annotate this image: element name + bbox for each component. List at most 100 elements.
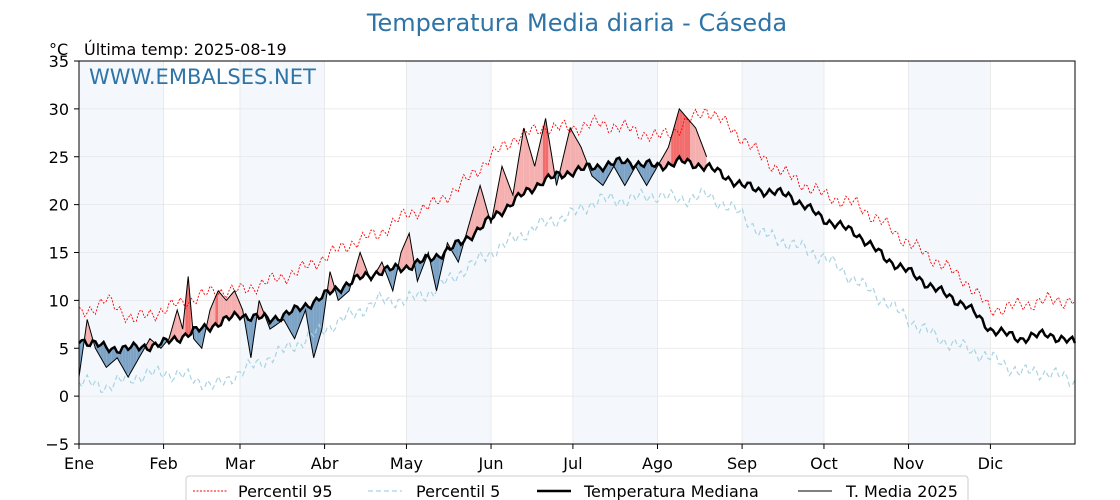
fill-above-median <box>673 118 677 167</box>
legend: Percentil 95 Percentil 5 Temperatura Med… <box>185 475 969 500</box>
fill-above-median <box>692 124 696 168</box>
fill-above-median <box>218 290 221 327</box>
fill-above-median <box>548 135 552 179</box>
fill-below-median <box>248 319 251 358</box>
fill-below-median <box>111 347 115 363</box>
y-tick-label: 30 <box>49 100 69 119</box>
fill-above-median <box>698 135 702 168</box>
fill-above-median <box>330 271 333 295</box>
fill-above-median <box>403 239 407 270</box>
fill-above-median <box>529 147 532 193</box>
fill-above-median <box>357 252 361 280</box>
fill-below-median <box>439 256 442 279</box>
fill-above-median <box>542 118 546 185</box>
unit-label: °C <box>49 40 68 59</box>
fill-above-median <box>515 161 519 197</box>
fill-above-median <box>215 290 219 327</box>
fill-above-median <box>226 297 230 320</box>
x-tick-label: Nov <box>893 454 924 473</box>
fill-above-median <box>684 115 688 164</box>
fill-below-median <box>79 340 82 377</box>
fill-above-median <box>695 128 699 168</box>
fill-below-median <box>316 297 320 349</box>
fill-above-median <box>171 319 175 340</box>
fill-below-median <box>321 290 325 330</box>
fill-below-median <box>597 164 601 184</box>
last-temp-label: Última temp: 2025-08-19 <box>84 40 287 59</box>
fill-above-median <box>504 173 508 211</box>
fill-above-median <box>234 290 238 316</box>
fill-above-median <box>223 297 227 318</box>
fill-below-median <box>250 314 254 358</box>
fill-below-median <box>646 159 650 186</box>
x-tick-label: Jul <box>562 454 582 473</box>
watermark: WWW.EMBALSES.NET <box>89 65 316 89</box>
legend-label-current: T. Media 2025 <box>845 482 958 500</box>
fill-below-median <box>130 342 134 373</box>
series-lines <box>78 107 1077 393</box>
legend-label-median: Temperatura Mediana <box>583 482 759 500</box>
fill-above-median <box>690 121 693 168</box>
x-tick-label: Ene <box>64 454 94 473</box>
fill-above-median <box>480 185 483 230</box>
fill-above-median <box>671 128 674 167</box>
x-tick-label: Sep <box>727 454 757 473</box>
fill-above-median <box>229 293 232 320</box>
fill-above-median <box>231 290 235 317</box>
fill-above-median <box>540 130 543 185</box>
fill-below-median <box>627 159 631 181</box>
series-line-median <box>78 154 1077 355</box>
series-line-p95 <box>78 108 1076 324</box>
fill-below-median <box>622 162 625 186</box>
fill-above-median <box>567 128 571 175</box>
fill-above-median <box>379 262 382 275</box>
x-tick-label: Ago <box>642 454 673 473</box>
fill-below-median <box>294 305 298 339</box>
fill-above-median <box>501 166 505 216</box>
fill-below-median <box>455 240 459 263</box>
fill-above-median <box>209 303 213 332</box>
fill-above-median <box>259 300 262 319</box>
y-tick-label: 15 <box>49 244 69 263</box>
fill-above-median <box>526 137 530 190</box>
x-tick-label: Jun <box>478 454 504 473</box>
fill-above-median <box>87 319 90 346</box>
y-axis: −5 0 5 10 15 20 25 30 35 <box>45 52 79 454</box>
fill-above-median <box>188 276 191 337</box>
x-tick-label: Oct <box>810 454 838 473</box>
fill-above-median <box>474 195 478 234</box>
y-tick-label: 0 <box>59 387 69 406</box>
fill-above-median <box>534 154 538 189</box>
fill-below-median <box>289 311 292 334</box>
fill-above-median <box>531 156 535 193</box>
fill-below-median <box>122 345 126 373</box>
x-tick-label: May <box>390 454 423 473</box>
fill-above-median <box>570 128 573 177</box>
y-tick-label: 25 <box>49 148 69 167</box>
fill-below-median <box>201 324 205 349</box>
y-tick-label: 5 <box>59 339 69 358</box>
fill-above-median <box>679 108 683 162</box>
fill-above-median <box>687 118 691 162</box>
fill-below-median <box>98 344 101 358</box>
fill-below-median <box>100 342 104 363</box>
fill-above-median <box>469 214 472 240</box>
fill-below-median <box>319 298 322 339</box>
fill-below-median <box>291 305 295 339</box>
fill-above-median <box>701 142 704 171</box>
y-tick-label: 35 <box>49 52 69 71</box>
y-tick-label: 20 <box>49 196 69 215</box>
fill-below-median <box>117 352 120 363</box>
fill-above-median <box>523 128 527 195</box>
fill-above-median <box>400 246 404 272</box>
legend-box <box>185 475 969 500</box>
fill-above-median <box>575 137 579 171</box>
fill-above-median <box>239 303 243 320</box>
fill-above-median <box>561 151 565 179</box>
fill-above-median <box>496 180 500 213</box>
fill-below-median <box>433 254 437 291</box>
fill-above-median <box>409 233 412 270</box>
x-tick-label: Mar <box>225 454 256 473</box>
fill-below-median <box>652 165 655 176</box>
fill-below-median <box>133 342 137 368</box>
